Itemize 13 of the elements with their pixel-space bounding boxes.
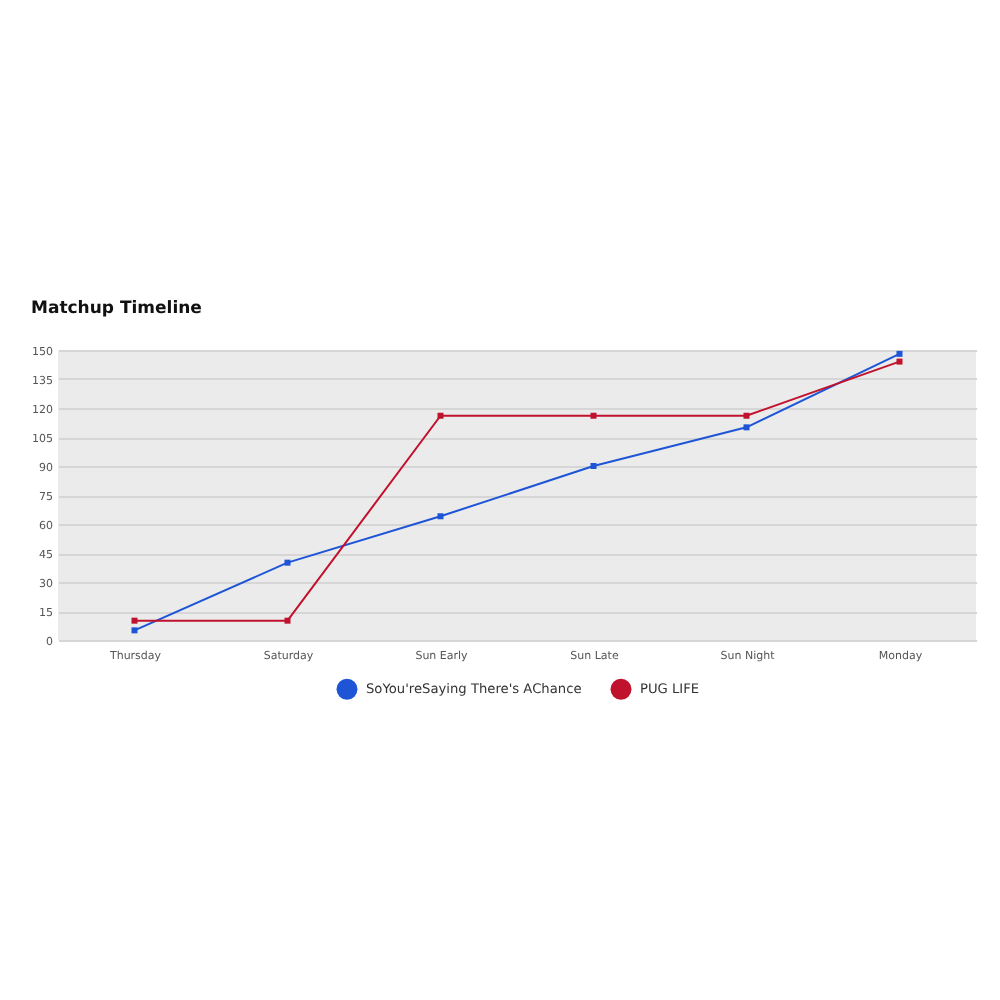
point xyxy=(131,627,138,634)
point xyxy=(437,412,444,419)
point xyxy=(131,617,138,624)
point xyxy=(284,617,291,624)
point xyxy=(590,463,597,469)
point xyxy=(896,358,903,365)
point xyxy=(437,513,444,520)
point xyxy=(896,350,903,357)
chart-title: Matchup Timeline xyxy=(31,299,203,319)
point xyxy=(284,559,291,566)
point xyxy=(590,412,597,419)
point xyxy=(743,412,750,419)
point xyxy=(743,424,750,431)
